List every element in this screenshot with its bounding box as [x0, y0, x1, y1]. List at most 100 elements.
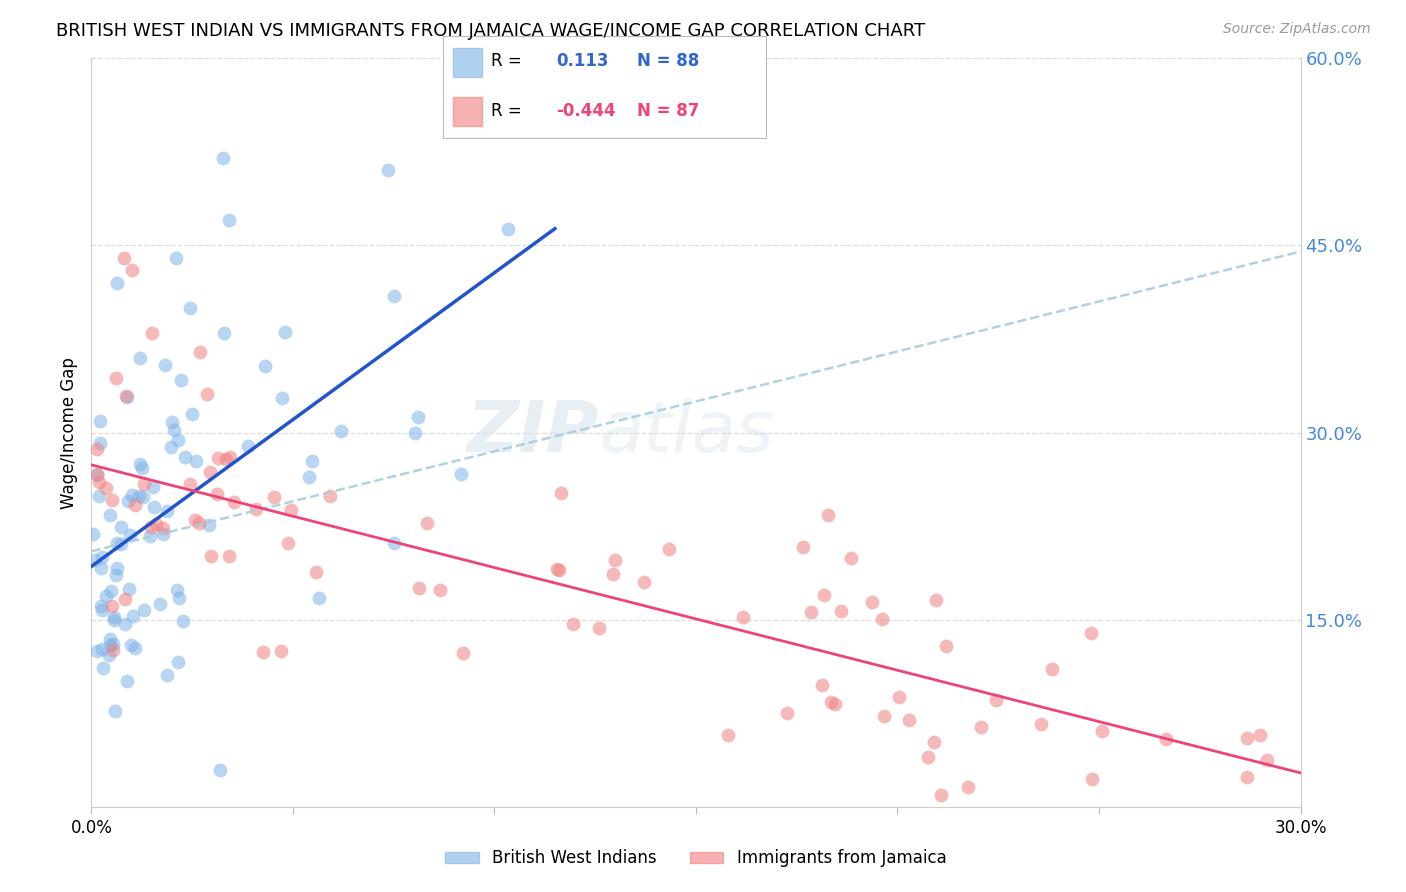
Point — [800, 605, 823, 619]
Point — [633, 575, 655, 590]
Bar — [453, 97, 482, 126]
Point — [101, 637, 124, 651]
Point — [188, 345, 211, 359]
Text: R =: R = — [492, 53, 522, 70]
Point — [120, 638, 142, 652]
Point — [104, 568, 127, 582]
Point — [1236, 731, 1258, 746]
Point — [105, 536, 128, 550]
Point — [212, 326, 235, 340]
Point — [152, 521, 174, 535]
Point — [301, 454, 323, 468]
Point — [872, 612, 894, 626]
Point — [101, 643, 124, 657]
Point — [112, 251, 135, 265]
Point — [170, 373, 193, 387]
Point — [775, 706, 797, 721]
Point — [1040, 662, 1063, 676]
Point — [984, 693, 1007, 707]
Point — [1249, 728, 1271, 742]
Point — [917, 750, 939, 764]
Point — [200, 465, 222, 479]
Point — [98, 632, 121, 647]
Point — [214, 451, 236, 466]
Bar — [453, 48, 482, 77]
Point — [270, 644, 292, 658]
Point — [160, 415, 183, 429]
Point — [1256, 753, 1278, 767]
Point — [124, 498, 146, 512]
Point — [200, 549, 222, 563]
Point — [103, 614, 125, 628]
Point — [184, 513, 207, 527]
Point — [209, 763, 232, 777]
Point — [957, 780, 980, 794]
Point — [132, 477, 155, 491]
Text: R =: R = — [492, 102, 522, 120]
Point — [86, 644, 108, 658]
Point — [839, 550, 862, 565]
Point — [149, 597, 172, 611]
Point — [156, 503, 179, 517]
Point — [873, 709, 896, 723]
Text: -0.444: -0.444 — [557, 102, 616, 120]
Point — [929, 788, 952, 802]
Point — [830, 604, 852, 618]
Point — [110, 537, 132, 551]
Point — [924, 593, 946, 607]
Point — [121, 488, 143, 502]
Point — [84, 553, 107, 567]
Point — [142, 480, 165, 494]
Point — [86, 442, 108, 456]
Point — [96, 481, 118, 495]
Point — [121, 263, 143, 277]
Point — [114, 592, 136, 607]
Point — [969, 720, 991, 734]
Point — [222, 495, 245, 509]
Text: Source: ZipAtlas.com: Source: ZipAtlas.com — [1223, 22, 1371, 37]
Point — [253, 359, 276, 374]
Point — [717, 728, 740, 742]
Point — [118, 582, 141, 596]
Point — [280, 502, 302, 516]
Point — [207, 451, 229, 466]
Point — [166, 583, 188, 598]
Point — [114, 617, 136, 632]
Point — [416, 516, 439, 530]
Point — [404, 425, 426, 440]
Point — [132, 491, 155, 505]
Point — [252, 645, 274, 659]
Point — [141, 326, 163, 340]
Point — [165, 251, 187, 265]
Point — [156, 667, 179, 681]
Point — [98, 648, 121, 662]
Point — [546, 562, 568, 576]
Point — [550, 486, 572, 500]
Point — [603, 552, 626, 566]
Point — [319, 489, 342, 503]
Point — [277, 536, 299, 550]
Point — [305, 565, 328, 579]
Point — [817, 508, 839, 522]
Point — [658, 542, 681, 557]
Point — [408, 581, 430, 595]
Point — [1029, 717, 1052, 731]
Point — [188, 516, 211, 530]
Point — [198, 517, 221, 532]
Point — [451, 646, 474, 660]
Point — [94, 590, 117, 604]
Point — [548, 563, 571, 577]
Point — [377, 162, 399, 177]
Point — [1081, 772, 1104, 787]
Point — [1154, 731, 1177, 746]
Point — [100, 584, 122, 599]
Point — [104, 371, 127, 385]
Point — [602, 566, 624, 581]
Point — [429, 583, 451, 598]
Point — [180, 408, 202, 422]
Point — [87, 475, 110, 490]
Point — [179, 301, 201, 315]
Point — [935, 639, 957, 653]
Point — [105, 560, 128, 574]
Point — [139, 529, 162, 543]
